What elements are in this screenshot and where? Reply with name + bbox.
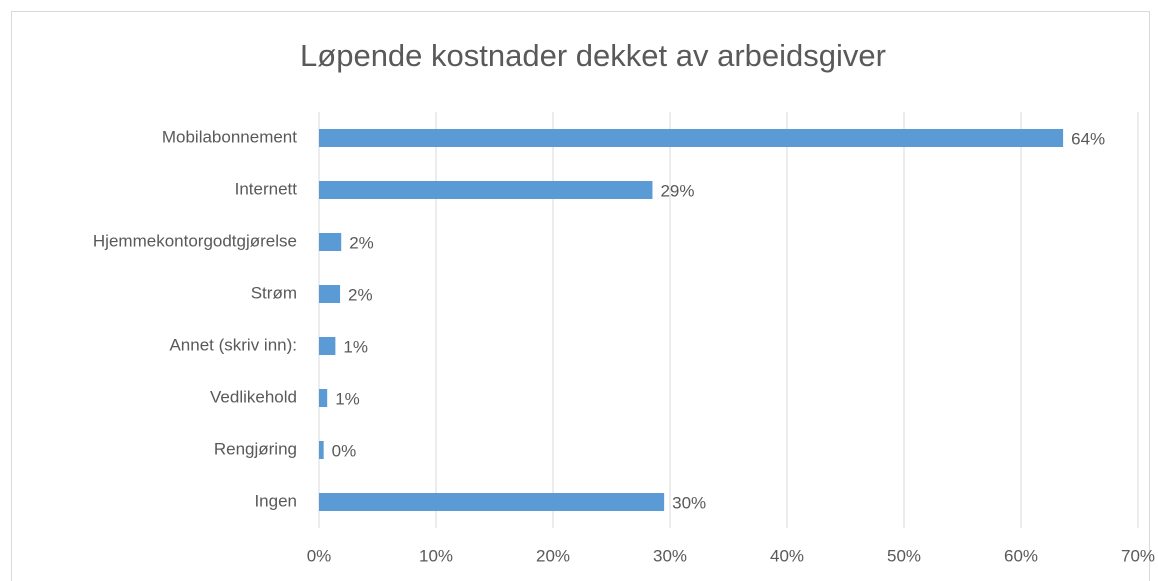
x-tick-label: 60% [1004,546,1038,565]
bar [319,129,1064,147]
data-label: 30% [672,493,706,512]
x-tick-label: 10% [419,546,453,565]
y-tick-label: Rengjøring [214,439,297,458]
bar [319,233,342,251]
x-tick-label: 50% [887,546,921,565]
y-tick-label: Vedlikehold [210,387,297,406]
bar [319,181,653,199]
bar [319,441,324,459]
data-label: 29% [660,181,694,200]
data-label: 1% [343,337,368,356]
data-label: 1% [335,389,360,408]
y-tick-label: Strøm [251,283,297,302]
data-label: 2% [348,285,373,304]
bar [319,337,336,355]
y-tick-label: Internett [235,179,298,198]
y-tick-label: Hjemmekontorgodtgjørelse [93,231,297,250]
chart-border [11,11,1150,581]
x-tick-label: 70% [1121,546,1155,565]
x-tick-label: 0% [307,546,332,565]
data-label: 0% [332,441,357,460]
y-tick-label: Annet (skriv inn): [169,335,297,354]
bar [319,389,328,407]
y-tick-label: Ingen [254,491,297,510]
bar [319,493,665,511]
bar [319,285,341,303]
data-label: 64% [1071,129,1105,148]
y-tick-label: Mobilabonnement [162,127,297,146]
chart-title: Løpende kostnader dekket av arbeidsgiver [300,38,886,73]
x-tick-label: 30% [653,546,687,565]
data-label: 2% [349,233,374,252]
x-tick-label: 20% [536,546,570,565]
x-tick-label: 40% [770,546,804,565]
